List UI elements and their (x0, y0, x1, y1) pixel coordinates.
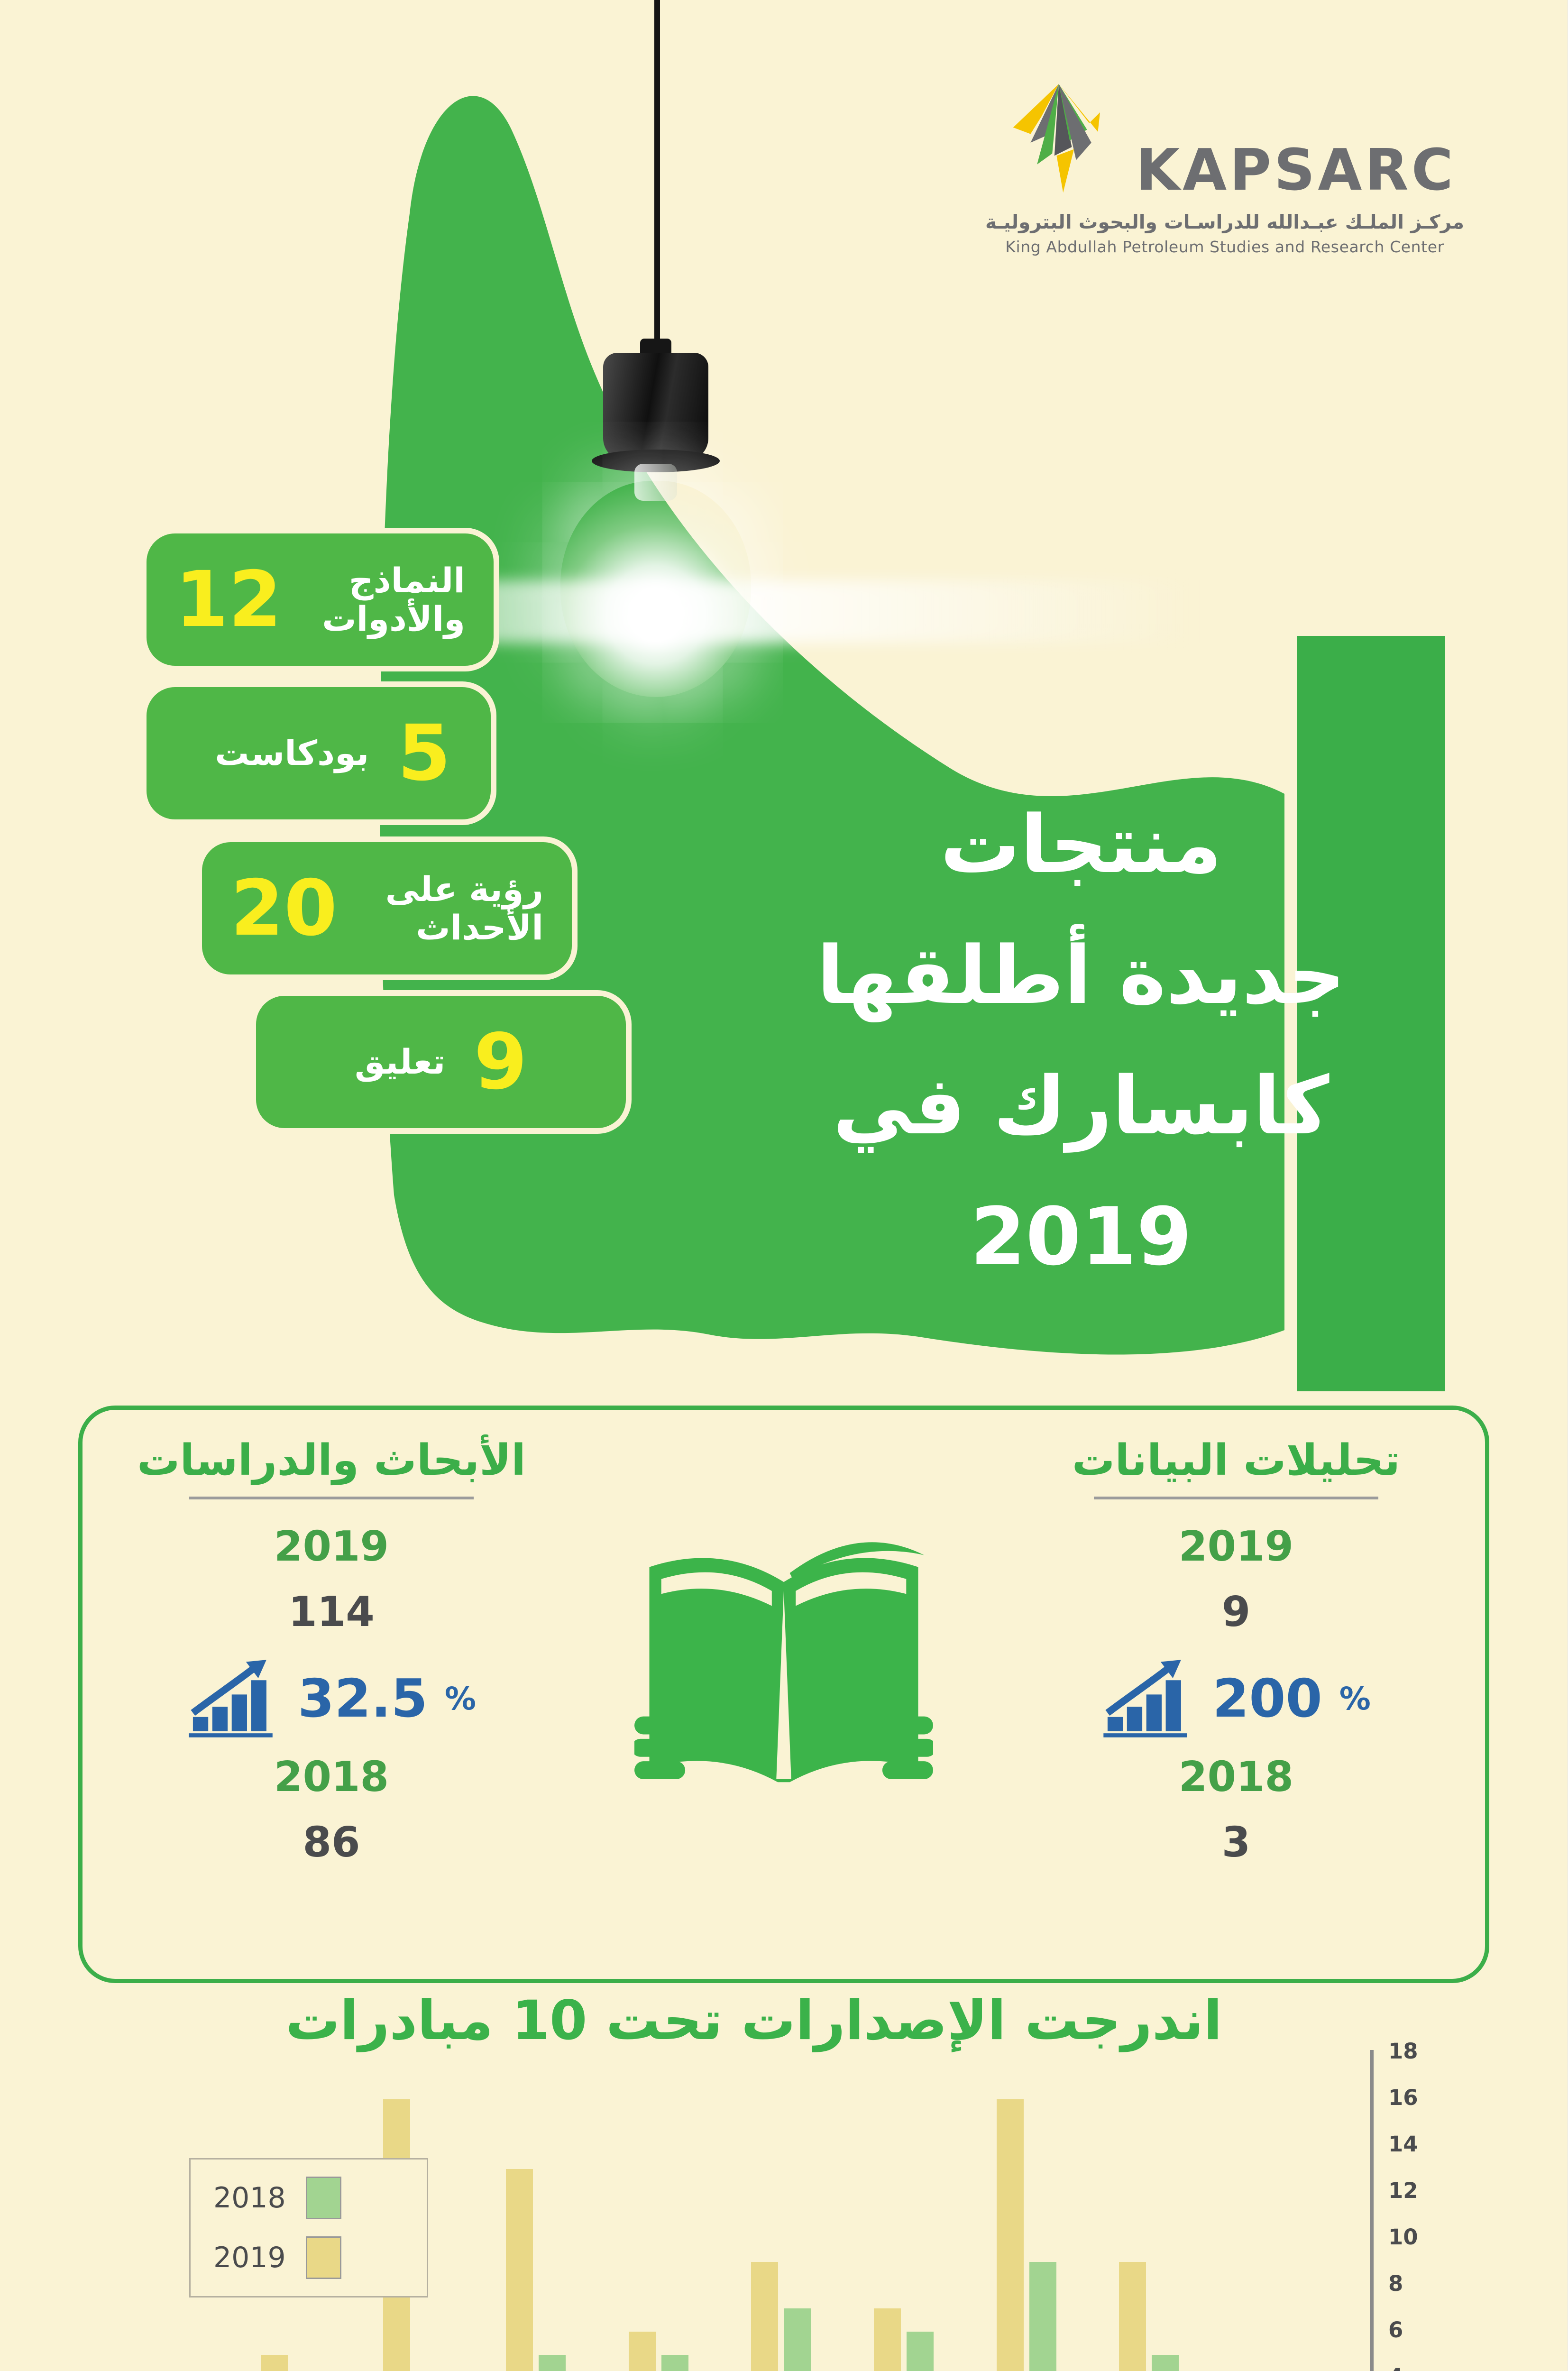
y-tick-label: 18 (1388, 2039, 1418, 2064)
brand-tagline-ar: مركـز الملـك عبـدالله للدراسـات والبحوث … (985, 211, 1464, 233)
bulb-socket (603, 353, 708, 461)
bar-group (731, 2053, 831, 2371)
percent-sign: % (444, 1680, 476, 1717)
y-tick-label: 10 (1388, 2224, 1418, 2250)
title-line: جديدة أطلقها (816, 928, 1346, 1022)
summary-panel: الأبحاث والدراسات 2019 114 32.5 % 2018 8… (78, 1406, 1489, 1983)
title-line: كابسارك في (833, 1059, 1330, 1153)
brand-wordmark: KAPSARC (1136, 138, 1456, 203)
year-value: 9 (1221, 1588, 1251, 1636)
bar-2018 (1152, 2355, 1179, 2371)
year-value: 3 (1221, 1818, 1251, 1866)
bar-2019 (996, 2099, 1024, 2371)
growth-value: 32.5 (297, 1668, 428, 1729)
year-label: 2019 (1178, 1522, 1294, 1571)
growth-chart-icon (1103, 1660, 1187, 1737)
divider (1094, 1497, 1378, 1499)
badge-insights: 20 رؤية على الأحداث (196, 836, 578, 980)
research-column: الأبحاث والدراسات 2019 114 32.5 % 2018 8… (97, 1435, 566, 1965)
bulb-cord (654, 0, 660, 356)
bar-group (486, 2053, 586, 2371)
bar-2019 (1119, 2262, 1146, 2371)
bar-2018 (1029, 2262, 1056, 2371)
title-line: منتجات (940, 798, 1222, 891)
legend-label: 2018 (213, 2181, 286, 2215)
kapsarc-logo-mark (1013, 84, 1100, 193)
year-label: 2018 (274, 1753, 389, 1801)
kapsarc-logo: KAPSARC مركـز الملـك عبـدالله للدراسـات … (947, 80, 1502, 256)
badge-value: 12 (175, 555, 282, 644)
year-label: 2018 (1178, 1753, 1294, 1801)
bar-2018 (784, 2308, 811, 2371)
badge-commentary: تعليق 9 (250, 990, 632, 1134)
bar-group (609, 2053, 708, 2371)
badge-value: 9 (474, 1017, 528, 1107)
y-axis-line (1370, 2050, 1374, 2371)
research-title: الأبحاث والدراسات (137, 1435, 526, 1485)
bar-2019 (628, 2332, 656, 2371)
y-tick-label: 4 (1388, 2364, 1403, 2371)
bar-group (241, 2053, 340, 2371)
badge-label: النماذج والأدوات (322, 560, 465, 639)
y-tick-label: 12 (1388, 2178, 1418, 2203)
divider (189, 1497, 474, 1499)
y-tick-label: 8 (1388, 2271, 1403, 2296)
title-line: 2019 (970, 1190, 1192, 1283)
chart-title: اندرجت الإصدارات تحت 10 مبادرات (285, 1989, 1222, 2052)
bar-2019 (505, 2169, 533, 2371)
analytics-column: تحليلات البيانات 2019 9 200 % 2018 3 (1001, 1435, 1471, 1965)
y-tick-label: 6 (1388, 2317, 1403, 2343)
percent-sign: % (1339, 1680, 1371, 1717)
year-value: 114 (288, 1588, 375, 1636)
legend-swatch (305, 2236, 341, 2279)
page-title: منتجات جديدة أطلقها كابسارك في 2019 (797, 780, 1366, 1302)
badge-podcast: بودكاست 5 (141, 681, 496, 825)
badge-value: 20 (230, 864, 338, 953)
bar-2018 (661, 2355, 688, 2371)
badge-label: بودكاست (215, 733, 369, 773)
y-tick-label: 16 (1388, 2085, 1418, 2110)
brand-tagline-en: King Abdullah Petroleum Studies and Rese… (1005, 238, 1444, 256)
legend-label: 2019 (213, 2241, 286, 2274)
bar-group (854, 2053, 954, 2371)
y-axis-ticks: 024681012141618 (1388, 2039, 1445, 2371)
badge-label: تعليق (354, 1042, 446, 1082)
analytics-title: تحليلات البيانات (1072, 1435, 1401, 1485)
bar-group (977, 2053, 1076, 2371)
bar-2018 (538, 2355, 566, 2371)
bar-2019 (260, 2355, 288, 2371)
badge-value: 5 (397, 708, 451, 798)
bar-2019 (751, 2262, 779, 2371)
legend-swatch (305, 2177, 341, 2219)
open-book-icon (634, 1542, 933, 1783)
y-tick-label: 14 (1388, 2132, 1418, 2157)
bar-2019 (873, 2308, 901, 2371)
lightbulb-icon (560, 481, 751, 697)
bar-2018 (906, 2332, 934, 2371)
badge-label: رؤية على الأحداث (385, 869, 543, 947)
badge-models-tools: 12 النماذج والأدوات (141, 528, 499, 671)
legend-entry: 2018 (213, 2177, 404, 2219)
growth-chart-icon (189, 1660, 273, 1737)
chart-legend: 2018 2019 (189, 2158, 428, 2297)
year-label: 2019 (274, 1522, 389, 1571)
bar-group (1099, 2053, 1199, 2371)
legend-entry: 2019 (213, 2236, 404, 2279)
year-value: 86 (303, 1818, 360, 1866)
bar-group (1222, 2053, 1321, 2371)
growth-value: 200 (1212, 1668, 1322, 1729)
